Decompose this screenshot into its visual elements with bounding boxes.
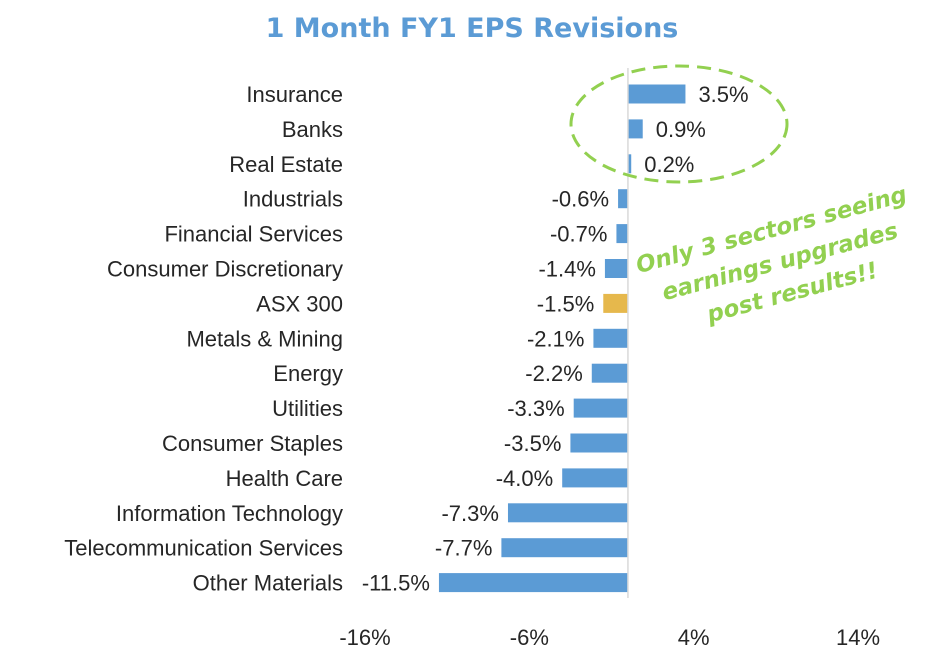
bar-telecommunication-services	[501, 538, 628, 558]
annotation-text: Only 3 sectors seeing earnings upgrades …	[633, 180, 931, 343]
bar-information-technology	[507, 503, 628, 523]
bar-energy	[591, 363, 628, 383]
data-label-information-technology: -7.3%	[441, 501, 498, 526]
category-label-consumer-staples: Consumer Staples	[162, 431, 343, 456]
chart-title: 1 Month FY1 EPS Revisions	[266, 13, 679, 44]
category-label-industrials: Industrials	[243, 187, 343, 212]
bar-financial-services	[616, 224, 628, 244]
category-label-utilities: Utilities	[272, 396, 343, 421]
category-label-telecommunication-services: Telecommunication Services	[64, 536, 343, 561]
category-label-banks: Banks	[282, 117, 343, 142]
bar-asx-300	[603, 293, 628, 313]
data-label-asx-300: -1.5%	[537, 291, 594, 316]
data-label-consumer-discretionary: -1.4%	[538, 257, 595, 282]
bar-utilities	[573, 398, 628, 418]
data-label-banks: 0.9%	[656, 117, 706, 142]
data-label-industrials: -0.6%	[552, 187, 609, 212]
data-label-health-care: -4.0%	[496, 466, 553, 491]
data-label-real-estate: 0.2%	[644, 152, 694, 177]
bar-consumer-staples	[570, 433, 628, 453]
bar-consumer-discretionary	[604, 259, 628, 278]
category-label-information-technology: Information Technology	[116, 501, 343, 526]
data-label-insurance: 3.5%	[698, 82, 748, 107]
category-label-energy: Energy	[273, 361, 343, 386]
bar-health-care	[562, 468, 628, 488]
x-tick-label: 14%	[836, 625, 880, 650]
data-labels: 3.5% 0.9% 0.2% -0.6% -0.7% -1.4% -1.5% -2.1% -2.…	[362, 82, 749, 596]
data-label-telecommunication-services: -7.7%	[435, 536, 492, 561]
category-label-metals-and-mining: Metals & Mining	[186, 326, 343, 351]
category-label-health-care: Health Care	[226, 466, 343, 491]
data-label-financial-services: -0.7%	[550, 222, 607, 247]
highlight-ellipse	[569, 64, 789, 184]
category-label-other-materials: Other Materials	[193, 571, 343, 596]
x-tick-label: -16%	[339, 625, 390, 650]
data-label-utilities: -3.3%	[507, 396, 564, 421]
x-tick-label: 4%	[678, 625, 710, 650]
category-label-real-estate: Real Estate	[229, 152, 343, 177]
data-label-consumer-staples: -3.5%	[504, 431, 561, 456]
bar-metals-and-mining	[593, 328, 628, 348]
category-labels: Insurance Banks Real Estate Industrials Fina…	[64, 82, 343, 596]
x-axis-tick-labels: -16% -6% 4% 14%	[339, 625, 880, 650]
bars-group	[438, 84, 686, 593]
bar-real-estate	[627, 154, 632, 174]
bar-insurance	[627, 84, 686, 104]
data-label-other-materials: -11.5%	[362, 571, 430, 596]
bar-banks	[627, 119, 643, 139]
data-label-metals-and-mining: -2.1%	[527, 326, 584, 351]
category-label-insurance: Insurance	[246, 82, 343, 107]
bar-other-materials	[438, 573, 628, 593]
category-label-financial-services: Financial Services	[164, 222, 343, 247]
x-tick-label: -6%	[510, 625, 549, 650]
data-label-energy: -2.2%	[525, 361, 582, 386]
category-label-consumer-discretionary: Consumer Discretionary	[107, 257, 343, 282]
bar-industrials	[618, 189, 628, 209]
category-label-asx-300: ASX 300	[256, 291, 343, 316]
